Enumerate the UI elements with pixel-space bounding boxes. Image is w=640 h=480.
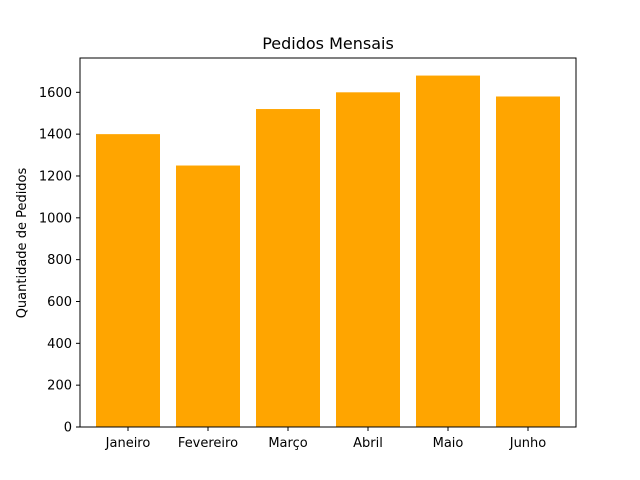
bar-janeiro xyxy=(96,134,160,427)
y-tick-label: 1600 xyxy=(39,86,72,101)
y-tick-label: 600 xyxy=(47,295,72,310)
x-tick-label: Fevereiro xyxy=(178,436,238,451)
bar-junho xyxy=(496,96,560,428)
y-ticks-group: 0 200 400 600 800 1000 1200 1400 1600 xyxy=(39,86,80,436)
y-axis-label: Quantidade de Pedidos xyxy=(15,167,30,318)
bar-maio xyxy=(416,75,480,427)
y-tick-label: 1200 xyxy=(39,169,72,184)
x-ticks-group: Janeiro Fevereiro Março Abril Maio Junho xyxy=(105,427,547,451)
x-tick-label: Maio xyxy=(433,436,464,451)
y-tick-label: 800 xyxy=(47,253,72,268)
x-tick-label: Junho xyxy=(509,436,547,451)
plot-frame xyxy=(79,57,577,428)
bars-group xyxy=(96,75,560,428)
y-tick-label: 1000 xyxy=(39,211,72,226)
y-tick-label: 200 xyxy=(47,379,72,394)
bar-fevereiro xyxy=(176,165,240,427)
y-tick-label: 0 xyxy=(64,421,72,436)
x-tick-label: Janeiro xyxy=(105,436,151,451)
y-tick-label: 1400 xyxy=(39,128,72,143)
bar-abril xyxy=(336,92,400,427)
x-tick-label: Abril xyxy=(353,436,383,451)
y-tick-label: 400 xyxy=(47,337,72,352)
bar-março xyxy=(256,109,320,427)
chart-title: Pedidos Mensais xyxy=(262,34,394,53)
x-tick-label: Março xyxy=(268,436,307,451)
